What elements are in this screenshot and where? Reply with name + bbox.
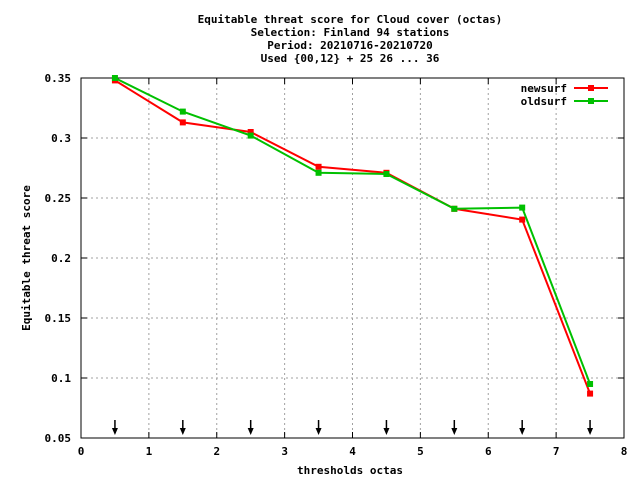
x-tick-label: 6 bbox=[485, 445, 492, 458]
x-tick-label: 7 bbox=[553, 445, 560, 458]
data-point-oldsurf bbox=[315, 169, 322, 176]
x-tick-label: 4 bbox=[349, 445, 356, 458]
arrow-head bbox=[587, 428, 594, 435]
y-tick-label: 0.3 bbox=[51, 132, 71, 145]
arrow-head bbox=[519, 428, 526, 435]
x-tick-label: 5 bbox=[417, 445, 424, 458]
threshold-arrows bbox=[111, 420, 594, 435]
data-point-newsurf bbox=[179, 119, 186, 126]
x-tick-label: 0 bbox=[78, 445, 85, 458]
down-arrow-icon bbox=[315, 420, 322, 435]
data-point-newsurf bbox=[519, 216, 526, 223]
arrow-head bbox=[179, 428, 186, 435]
series-lines bbox=[111, 75, 594, 397]
arrow-head bbox=[315, 428, 322, 435]
down-arrow-icon bbox=[247, 420, 254, 435]
y-tick-label: 0.05 bbox=[45, 432, 72, 445]
data-point-newsurf bbox=[247, 129, 254, 135]
plot-frame bbox=[80, 77, 625, 439]
series-oldsurf bbox=[111, 75, 594, 387]
axes bbox=[80, 77, 625, 439]
title-line-2: Selection: Finland 94 stations bbox=[251, 26, 450, 39]
arrow-head bbox=[247, 428, 254, 435]
tick-labels: 0 1 2 3 4 5 6 7 8 0.05 0.1 0.15 0.2 0.25 0.3 0.35 bbox=[45, 72, 628, 458]
y-tick-label: 0.25 bbox=[45, 192, 72, 205]
down-arrow-icon bbox=[451, 420, 458, 435]
arrow-head bbox=[111, 428, 118, 435]
legend-marker bbox=[588, 98, 594, 104]
grid bbox=[81, 78, 624, 438]
title-line-3: Period: 20210716-20210720 bbox=[267, 39, 433, 52]
x-tick-label: 1 bbox=[146, 445, 153, 458]
legend-label: oldsurf bbox=[521, 95, 567, 108]
arrow-head bbox=[383, 428, 390, 435]
title-line-1: Equitable threat score for Cloud cover (… bbox=[198, 13, 503, 26]
data-point-oldsurf bbox=[519, 204, 526, 211]
series-line-newsurf bbox=[114, 79, 591, 394]
legend-entry-oldsurf: oldsurf bbox=[521, 95, 608, 108]
down-arrow-icon bbox=[111, 420, 118, 435]
legend-label: newsurf bbox=[521, 82, 567, 95]
y-tick-label: 0.35 bbox=[45, 72, 72, 85]
x-tick-label: 2 bbox=[213, 445, 220, 458]
y-axis-label: Equitable threat score bbox=[20, 185, 33, 331]
legend-marker bbox=[588, 85, 594, 91]
title-line-4: Used {00,12} + 25 26 ... 36 bbox=[261, 52, 440, 65]
down-arrow-icon bbox=[587, 420, 594, 435]
series-line-oldsurf bbox=[114, 77, 591, 385]
x-axis-label: thresholds octas bbox=[297, 464, 403, 477]
y-tick-label: 0.15 bbox=[45, 312, 72, 325]
data-point-oldsurf bbox=[247, 132, 254, 139]
y-tick-label: 0.1 bbox=[51, 372, 71, 385]
data-point-oldsurf bbox=[587, 381, 594, 387]
data-point-oldsurf bbox=[179, 108, 186, 115]
data-point-newsurf bbox=[315, 163, 322, 170]
x-tick-label: 3 bbox=[281, 445, 288, 458]
y-tick-label: 0.2 bbox=[51, 252, 71, 265]
down-arrow-icon bbox=[179, 420, 186, 435]
down-arrow-icon bbox=[519, 420, 526, 435]
x-tick-label: 8 bbox=[621, 445, 628, 458]
data-point-oldsurf bbox=[451, 205, 458, 212]
chart-title: Equitable threat score for Cloud cover (… bbox=[198, 13, 503, 65]
legend-entry-newsurf: newsurf bbox=[521, 82, 608, 95]
arrow-head bbox=[451, 428, 458, 435]
data-point-oldsurf bbox=[111, 75, 118, 81]
data-point-newsurf bbox=[587, 390, 594, 397]
data-point-oldsurf bbox=[383, 171, 390, 177]
down-arrow-icon bbox=[383, 420, 390, 435]
